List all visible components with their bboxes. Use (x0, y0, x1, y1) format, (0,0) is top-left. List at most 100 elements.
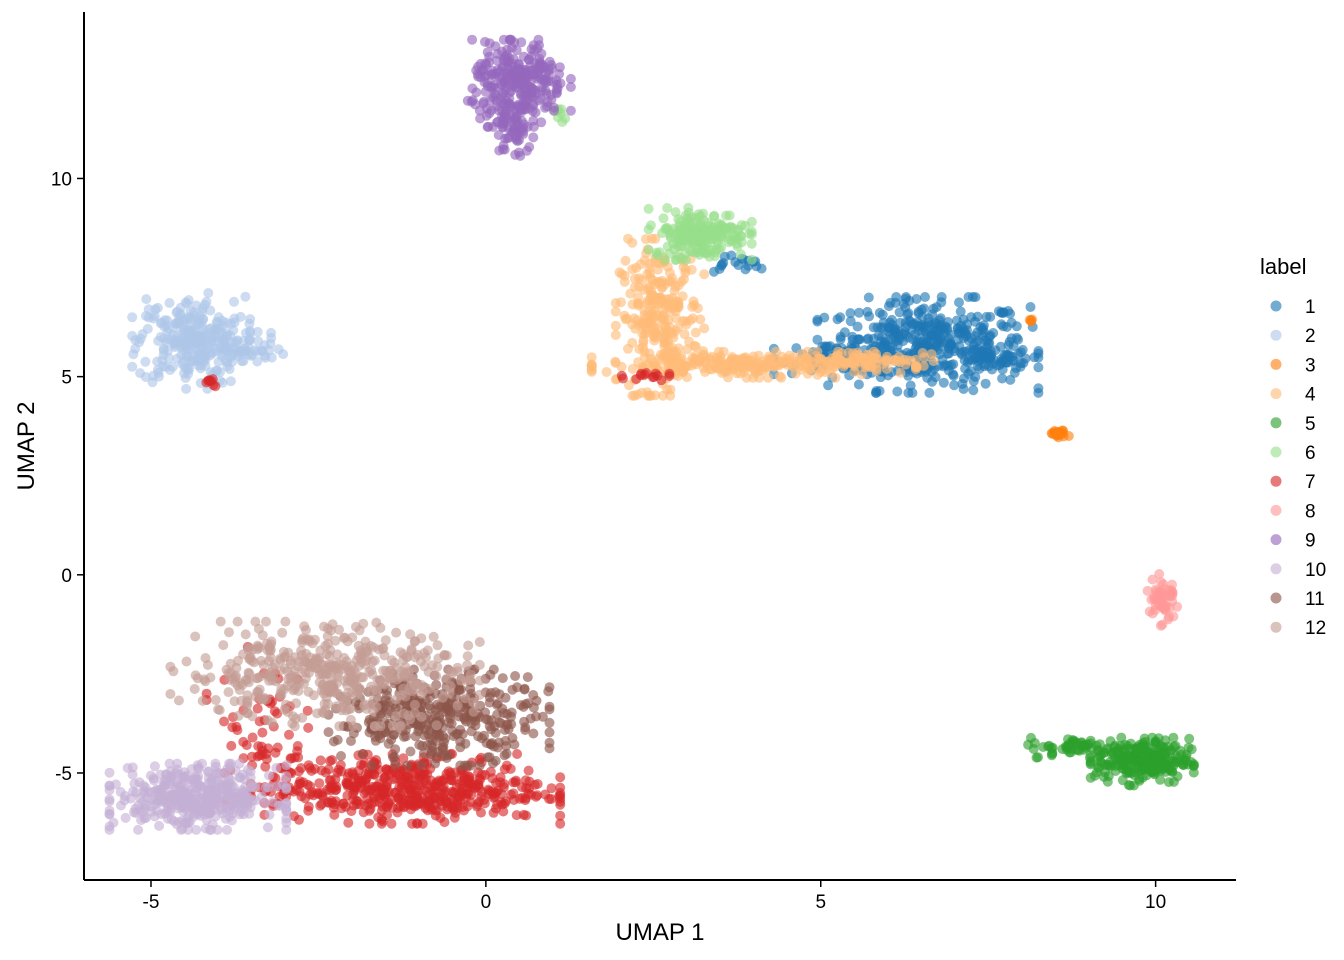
point-label-9 (524, 142, 535, 152)
point-label-10 (246, 782, 257, 793)
point-label-4 (639, 346, 650, 357)
point-label-9 (525, 60, 536, 71)
point-label-11 (499, 750, 510, 761)
legend-key (1270, 563, 1282, 575)
point-label-7 (432, 805, 443, 816)
point-label-2 (228, 325, 239, 336)
point-label-8 (1165, 591, 1176, 602)
point-label-10 (281, 760, 292, 771)
point-label-4 (724, 356, 735, 367)
point-label-4 (692, 303, 703, 314)
point-label-10 (192, 783, 203, 794)
legend-label: 10 (1305, 560, 1326, 581)
point-label-12 (213, 704, 224, 715)
point-label-9 (493, 105, 504, 116)
point-label-10 (271, 781, 282, 792)
point-label-1 (982, 347, 993, 358)
point-label-10 (234, 772, 245, 783)
point-label-7 (373, 812, 384, 823)
point-label-7 (636, 368, 647, 379)
legend-item-4: 4 (1270, 385, 1316, 406)
legend-key (1270, 534, 1282, 546)
point-label-12 (375, 721, 386, 732)
point-label-7 (492, 799, 503, 810)
point-label-7 (430, 791, 441, 802)
point-label-4 (586, 352, 597, 363)
point-label-11 (439, 706, 449, 717)
point-label-12 (404, 685, 415, 695)
y-tick-label: -5 (55, 764, 72, 785)
point-label-12 (361, 646, 372, 657)
point-label-7 (226, 740, 237, 751)
point-label-7 (359, 788, 370, 799)
point-label-4 (610, 330, 621, 340)
point-label-12 (437, 692, 448, 703)
point-label-12 (331, 657, 342, 668)
point-label-5 (1124, 754, 1135, 765)
point-label-7 (351, 782, 362, 793)
point-label-1 (970, 292, 981, 303)
point-label-7 (407, 818, 418, 829)
point-label-12 (333, 688, 343, 699)
point-label-11 (389, 729, 399, 740)
point-label-4 (627, 237, 638, 248)
point-label-10 (133, 800, 144, 811)
point-label-2 (195, 339, 206, 350)
point-label-11 (488, 741, 499, 752)
point-label-4 (881, 364, 892, 374)
point-label-1 (925, 336, 936, 347)
point-label-11 (415, 720, 426, 731)
point-label-4 (610, 356, 621, 367)
point-label-10 (122, 763, 133, 773)
point-label-12 (263, 656, 274, 666)
point-label-9 (482, 47, 493, 58)
point-label-11 (423, 729, 434, 740)
x-axis-title: UMAP 1 (616, 919, 705, 946)
point-label-12 (165, 689, 176, 699)
point-label-9 (478, 96, 489, 107)
point-label-12 (332, 672, 343, 683)
point-label-9 (466, 96, 477, 107)
point-label-12 (361, 655, 372, 666)
point-label-1 (924, 387, 935, 398)
point-label-7 (360, 774, 371, 785)
point-label-4 (881, 355, 892, 366)
point-label-12 (378, 678, 389, 689)
point-label-12 (336, 705, 347, 716)
point-label-4 (681, 319, 692, 330)
point-label-7 (257, 727, 268, 738)
point-label-4 (629, 282, 640, 293)
point-label-1 (823, 380, 834, 391)
point-label-10 (281, 813, 292, 824)
point-label-9 (473, 61, 484, 72)
point-label-12 (474, 659, 485, 670)
point-label-11 (500, 725, 510, 735)
point-label-7 (303, 722, 314, 733)
point-label-2 (188, 307, 199, 318)
point-label-4 (699, 323, 710, 334)
point-label-2 (173, 318, 184, 328)
point-label-6 (746, 254, 757, 265)
point-label-1 (981, 311, 992, 322)
point-label-6 (702, 226, 713, 237)
point-label-8 (1157, 589, 1168, 600)
point-label-2 (135, 368, 146, 379)
point-label-5 (1163, 777, 1174, 788)
point-label-1 (955, 347, 966, 358)
point-label-12 (297, 664, 308, 675)
point-label-4 (679, 329, 690, 340)
point-label-11 (520, 699, 531, 710)
point-label-9 (507, 58, 518, 69)
point-label-7 (531, 791, 541, 802)
point-label-7 (512, 749, 523, 759)
point-label-7 (511, 810, 522, 821)
legend-item-11: 11 (1270, 589, 1325, 610)
point-label-12 (291, 698, 301, 709)
point-label-1 (959, 355, 970, 366)
point-label-11 (414, 739, 425, 750)
point-label-10 (222, 764, 232, 775)
point-label-4 (802, 368, 813, 379)
point-label-7 (381, 764, 392, 775)
point-label-12 (261, 616, 271, 627)
point-label-11 (455, 742, 466, 753)
